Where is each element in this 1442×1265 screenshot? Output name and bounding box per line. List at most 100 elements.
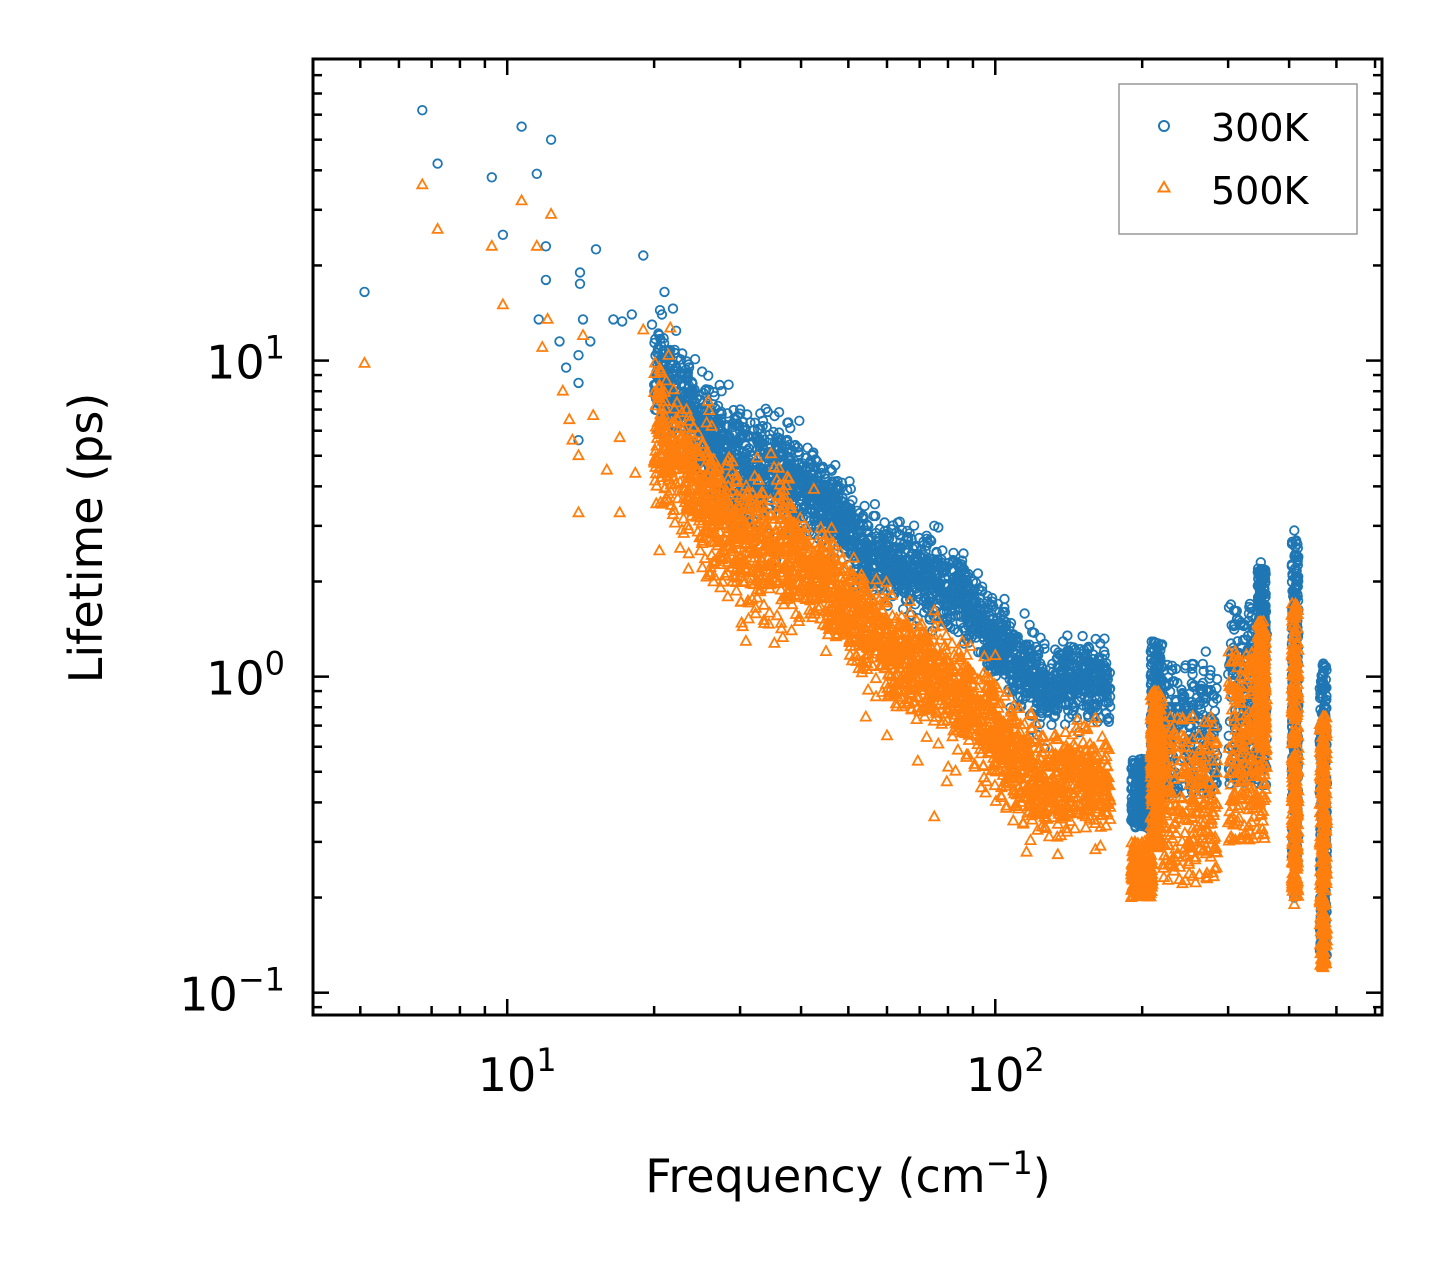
point-300k [773, 427, 785, 438]
point-300k [894, 530, 905, 541]
point-300k [1081, 662, 1092, 673]
point-300k [709, 391, 720, 402]
point-300k [719, 428, 730, 440]
point-300k [854, 527, 866, 539]
point-300k [930, 577, 942, 589]
point-300k [715, 406, 727, 417]
point-300k [754, 445, 766, 456]
point-300k [914, 532, 925, 544]
point-300k [737, 451, 748, 462]
point-300k [1039, 643, 1050, 654]
point-300k [992, 598, 1004, 610]
point-300k [809, 498, 821, 509]
point-300k [859, 500, 870, 512]
point-300k [979, 609, 991, 620]
point-300k [815, 497, 826, 509]
point-300k [906, 548, 918, 560]
point-300k [931, 547, 942, 559]
point-300k [1059, 686, 1070, 697]
point-300k [679, 380, 690, 392]
point-300k [825, 492, 836, 503]
point-300k [942, 614, 953, 625]
point-300k [1036, 685, 1048, 696]
point-300k [1024, 619, 1035, 631]
point-300k [952, 593, 963, 605]
point-300k [727, 421, 738, 433]
point-300k [996, 646, 1008, 658]
point-300k [1095, 679, 1106, 690]
point-300k [1058, 660, 1070, 672]
point-300k [936, 562, 948, 573]
point-300k [1071, 677, 1082, 689]
point-300k [870, 560, 882, 571]
point-300k [1023, 681, 1034, 693]
point-300k [1093, 674, 1105, 686]
point-300k [924, 534, 936, 545]
point-300k [838, 538, 849, 549]
point-300k [656, 309, 668, 320]
point-300k [842, 515, 853, 527]
point-300k [977, 586, 988, 597]
point-300k [940, 579, 952, 591]
point-300k [1012, 663, 1023, 674]
point-300k [763, 453, 775, 464]
point-300k [687, 395, 698, 406]
point-300k [713, 437, 724, 448]
point-300k [1072, 687, 1083, 698]
point-300k [1014, 684, 1025, 695]
point-300k [956, 555, 968, 566]
point-300k [895, 542, 907, 554]
point-300k [1100, 669, 1112, 680]
point-300k [890, 563, 901, 574]
point-300k [670, 366, 681, 378]
point-300k [1000, 616, 1012, 628]
point-300k [1050, 668, 1061, 679]
point-300k [1036, 673, 1048, 684]
point-300k [857, 510, 869, 521]
point-300k [889, 558, 901, 569]
point-300k [966, 590, 978, 601]
point-300k [1068, 705, 1079, 716]
point-300k [1062, 630, 1073, 641]
point-300k [1038, 667, 1049, 678]
point-300k [782, 447, 793, 458]
point-300k [1088, 700, 1100, 711]
point-300k [1032, 650, 1044, 661]
point-300k [745, 417, 756, 428]
point-300k [960, 608, 972, 619]
point-300k [836, 477, 848, 489]
point-300k [788, 440, 800, 452]
point-300k [942, 589, 953, 601]
point-300k [759, 434, 770, 445]
point-300k [701, 411, 712, 422]
point-300k [997, 606, 1009, 618]
point-300k [1034, 718, 1045, 730]
point-300k [986, 592, 998, 604]
point-300k [888, 541, 899, 553]
point-300k [899, 567, 911, 578]
point-300k [970, 632, 982, 643]
point-300k [1103, 712, 1115, 724]
point-300k [1077, 630, 1088, 642]
point-300k [999, 593, 1010, 605]
point-300k [889, 568, 900, 580]
point-300k [738, 429, 749, 440]
point-300k [693, 416, 705, 427]
point-300k [1063, 696, 1075, 708]
point-300k [1022, 664, 1034, 675]
point-300k [1008, 675, 1020, 687]
point-300k [876, 566, 887, 578]
point-300k [1043, 701, 1055, 712]
point-300k [1031, 656, 1042, 667]
point-300k [1049, 710, 1061, 721]
point-300k [873, 547, 885, 558]
point-300k [856, 548, 868, 559]
point-300k [784, 453, 796, 464]
point-300k [1070, 682, 1081, 694]
point-300k [794, 466, 805, 478]
point-300k [1031, 697, 1043, 709]
point-300k [762, 406, 773, 418]
point-300k [913, 570, 924, 582]
point-300k [1011, 641, 1022, 652]
point-300k [953, 626, 964, 638]
